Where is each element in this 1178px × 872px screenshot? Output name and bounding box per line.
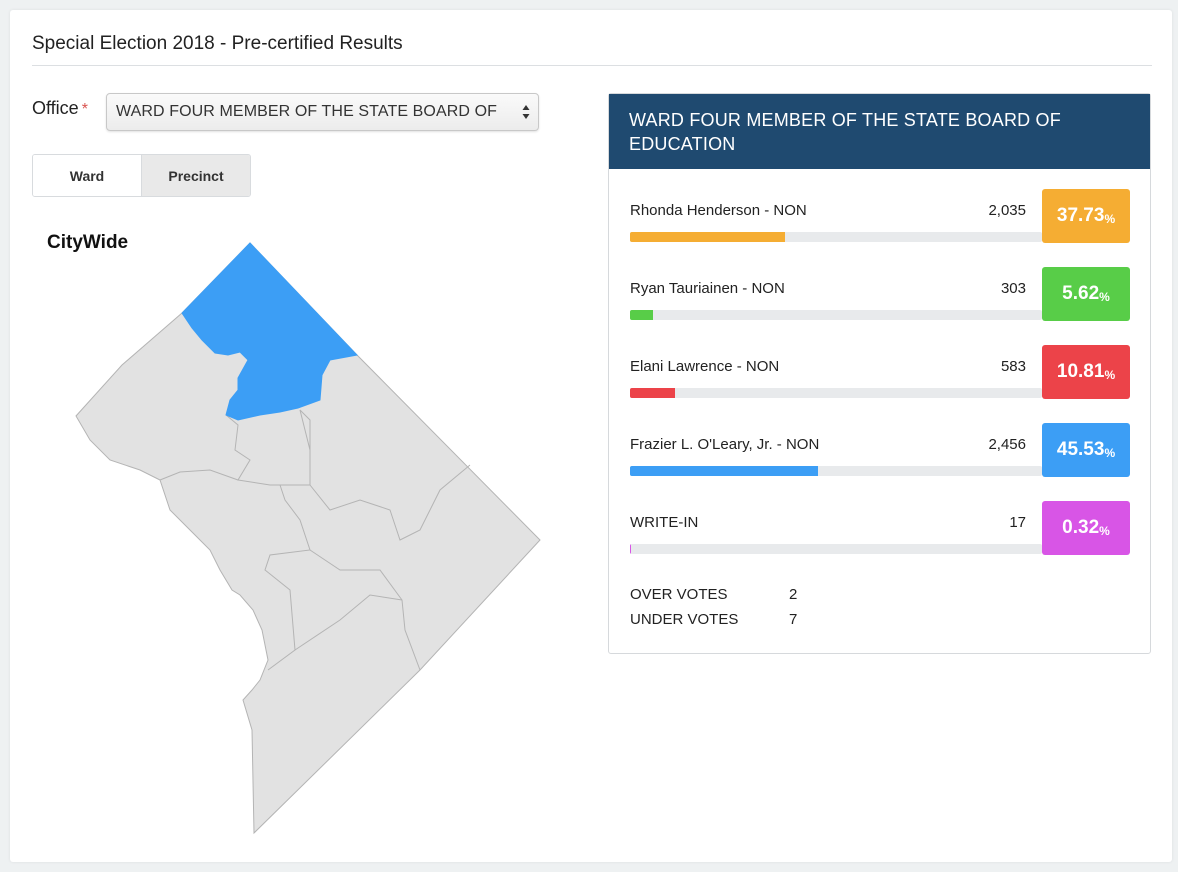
vote-share-fill (630, 544, 632, 554)
results-header: WARD FOUR MEMBER OF THE STATE BOARD OF E… (609, 94, 1150, 169)
over-votes-row: OVER VOTES 2 (630, 586, 797, 603)
percent-badge: 10.81% (1042, 345, 1130, 399)
percent-sign: % (1099, 523, 1110, 538)
percent-badge: 5.62% (1042, 267, 1130, 321)
precinct-toggle-button[interactable]: Precinct (142, 155, 250, 196)
candidate-votes: 2,035 (988, 202, 1026, 219)
under-votes-value: 7 (789, 611, 798, 628)
map-label: CityWide (47, 232, 129, 253)
percent-sign: % (1104, 445, 1116, 460)
page-title: Special Election 2018 - Pre-certified Re… (32, 33, 403, 54)
office-select-value: WARD FOUR MEMBER OF THE STATE BOARD OF (116, 103, 497, 120)
candidate-name: Ryan Tauriainen - NON (630, 280, 785, 297)
candidate-row: Frazier L. O'Leary, Jr. - NON 2,456 45.53% (630, 423, 1130, 477)
results-card: Special Election 2018 - Pre-certified Re… (10, 10, 1172, 862)
percent-value: 5.62 (1062, 283, 1100, 304)
over-votes-value: 2 (789, 586, 798, 603)
percent-sign: % (1104, 211, 1116, 226)
candidate-votes: 2,456 (988, 436, 1026, 453)
candidate-votes: 17 (1009, 514, 1026, 531)
select-updown-icon (522, 105, 530, 119)
over-votes-label: OVER VOTES (630, 586, 728, 603)
percent-value: 37.73 (1056, 205, 1105, 226)
ward-four-region[interactable] (181, 242, 359, 421)
ward-map-region[interactable] (75, 242, 541, 835)
percent-value: 0.32 (1062, 517, 1100, 538)
under-votes-row: UNDER VOTES 7 (630, 611, 797, 628)
candidate-votes: 583 (1000, 358, 1026, 375)
percent-value: 10.81 (1056, 361, 1105, 382)
title-divider (32, 65, 1152, 66)
vote-share-fill (630, 310, 654, 320)
percent-sign: % (1099, 289, 1110, 304)
percent-badge: 0.32% (1042, 501, 1130, 555)
office-select[interactable]: WARD FOUR MEMBER OF THE STATE BOARD OF (106, 93, 539, 131)
results-panel: WARD FOUR MEMBER OF THE STATE BOARD OF E… (608, 93, 1151, 654)
ward-toggle-button[interactable]: Ward (33, 155, 142, 196)
view-toggle: Ward Precinct (32, 154, 251, 197)
percent-badge: 45.53% (1042, 423, 1130, 477)
under-votes-label: UNDER VOTES (630, 611, 739, 628)
candidate-row: Elani Lawrence - NON 583 10.81% (630, 345, 1130, 399)
candidate-name: Frazier L. O'Leary, Jr. - NON (630, 436, 820, 453)
percent-sign: % (1104, 367, 1116, 382)
percent-badge: 37.73% (1042, 189, 1130, 243)
vote-share-fill (630, 466, 818, 476)
required-mark: * (81, 101, 88, 118)
vote-share-bar (630, 388, 1042, 398)
percent-value: 45.53 (1056, 439, 1105, 460)
candidate-name: WRITE-IN (630, 514, 699, 531)
candidate-name: Elani Lawrence - NON (630, 358, 780, 375)
candidate-row: Rhonda Henderson - NON 2,035 37.73% (630, 189, 1130, 243)
vote-share-fill (630, 232, 786, 242)
office-label-text: Office (32, 98, 79, 118)
candidate-row: WRITE-IN 17 0.32% (630, 501, 1130, 555)
vote-share-bar (630, 310, 1042, 320)
candidate-name: Rhonda Henderson - NON (630, 202, 807, 219)
vote-share-fill (630, 388, 675, 398)
candidate-row: Ryan Tauriainen - NON 303 5.62% (630, 267, 1130, 321)
candidate-votes: 303 (1000, 280, 1026, 297)
vote-share-bar (630, 466, 1042, 476)
vote-share-bar (630, 544, 1042, 554)
ward-map (75, 242, 541, 835)
office-label: Office * (32, 98, 88, 119)
vote-share-bar (630, 232, 1042, 242)
